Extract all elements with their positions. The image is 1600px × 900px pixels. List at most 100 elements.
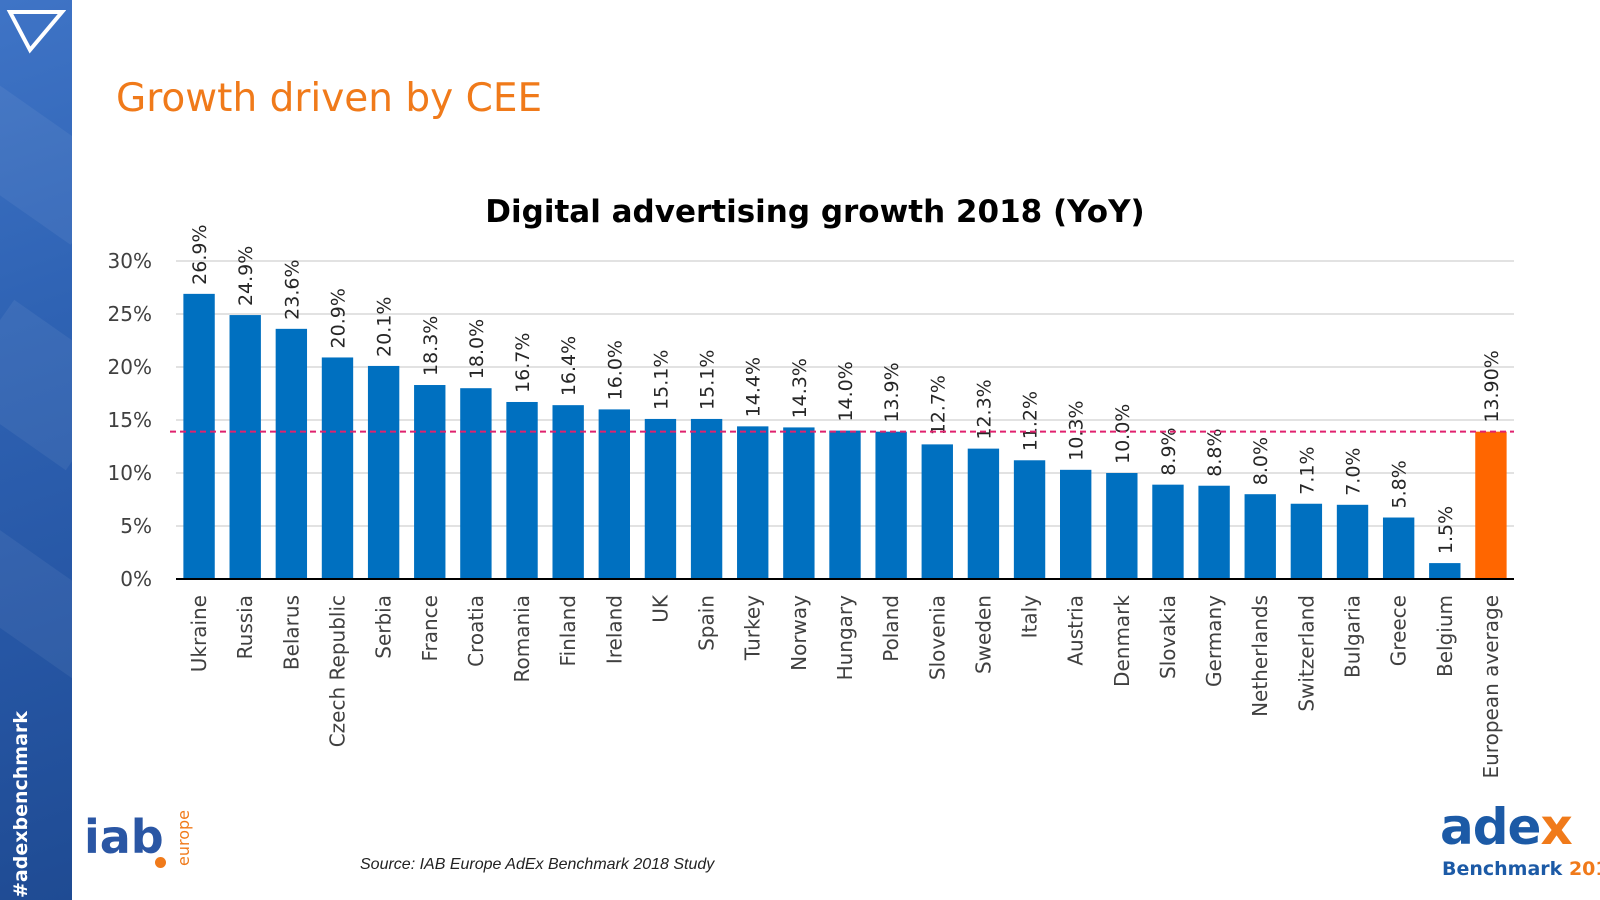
chart-title: Digital advertising growth 2018 (YoY) xyxy=(485,194,1144,230)
bar xyxy=(460,388,492,579)
x-tick-label: Ukraine xyxy=(187,595,211,672)
data-label: 24.9% xyxy=(235,246,257,306)
iab-europe-logo: iab europe xyxy=(84,810,193,882)
data-label: 18.3% xyxy=(420,316,442,376)
bar xyxy=(921,444,953,579)
bar xyxy=(1013,460,1046,579)
bar xyxy=(414,385,446,579)
bar xyxy=(229,315,261,579)
x-tick-label: Belarus xyxy=(279,595,303,670)
bar xyxy=(506,401,538,579)
data-label: 26.9% xyxy=(189,225,211,285)
bar xyxy=(367,365,400,579)
bar xyxy=(644,418,677,579)
x-tick-label: Norway xyxy=(787,595,811,671)
slide-title: Growth driven by CEE xyxy=(116,76,543,121)
adex-logo-word-accent: x xyxy=(1540,798,1572,856)
x-tick-label: Italy xyxy=(1018,595,1042,639)
bar xyxy=(321,357,354,579)
source-note: Source: IAB Europe AdEx Benchmark 2018 S… xyxy=(360,856,715,873)
x-tick-label: Spain xyxy=(695,595,719,651)
data-label: 5.8% xyxy=(1389,460,1411,508)
y-tick-label: 30% xyxy=(108,249,152,273)
bar xyxy=(967,448,1000,579)
data-label: 8.9% xyxy=(1158,427,1180,475)
data-label: 10.3% xyxy=(1066,400,1088,460)
data-label: 14.4% xyxy=(743,357,765,417)
bar xyxy=(598,409,630,579)
x-tick-label: Greece xyxy=(1387,595,1411,666)
x-tick-label: Romania xyxy=(510,595,534,682)
data-label: 1.5% xyxy=(1435,506,1457,554)
x-tick-label: UK xyxy=(648,594,672,623)
bar xyxy=(275,328,308,579)
triangle-logo-icon xyxy=(6,10,66,54)
data-label: 7.1% xyxy=(1296,446,1318,494)
x-tick-label: Switzerland xyxy=(1294,595,1318,712)
data-label: 13.90% xyxy=(1481,350,1503,422)
x-tick-label: Denmark xyxy=(1110,595,1134,687)
x-tick-label: Austria xyxy=(1064,595,1088,666)
iab-logo-text: iab xyxy=(84,810,164,864)
x-tick-label: Russia xyxy=(233,595,257,659)
adex-logo-subtitle: Benchmark 2018 xyxy=(1442,858,1600,880)
bar xyxy=(690,418,723,579)
iab-logo-dot xyxy=(155,857,166,868)
bar xyxy=(1198,485,1230,579)
y-tick-label: 10% xyxy=(108,461,152,485)
x-tick-label: Croatia xyxy=(464,595,488,667)
data-label: 20.1% xyxy=(374,297,396,357)
y-tick-label: 5% xyxy=(120,514,152,538)
x-tick-label: Poland xyxy=(879,595,903,662)
x-tick-label: Ireland xyxy=(602,595,626,664)
data-label: 13.9% xyxy=(881,362,903,422)
data-label: 16.7% xyxy=(512,333,534,393)
adex-logo-word-main: ade xyxy=(1440,798,1541,856)
data-label: 15.1% xyxy=(650,350,672,410)
data-label: 16.4% xyxy=(558,336,580,396)
data-label: 14.3% xyxy=(789,358,811,418)
bar xyxy=(829,430,861,579)
x-tick-label: Belgium xyxy=(1433,595,1457,677)
x-tick-label: Slovakia xyxy=(1156,595,1180,679)
data-label: 16.0% xyxy=(604,340,626,400)
adex-logo-year: 2018 xyxy=(1568,858,1600,880)
x-tick-label: European average xyxy=(1479,595,1503,779)
x-tick-label: Netherlands xyxy=(1248,595,1272,717)
bar xyxy=(737,426,769,579)
bar xyxy=(183,293,215,579)
iab-logo-subtext: europe xyxy=(174,810,193,866)
data-label: 11.2% xyxy=(1020,391,1042,451)
bar xyxy=(1429,563,1461,579)
bar xyxy=(552,405,584,579)
y-tick-label: 15% xyxy=(108,408,152,432)
adex-logo-sub-main: Benchmark xyxy=(1442,858,1569,880)
y-tick-label: 0% xyxy=(120,567,152,591)
data-label: 12.7% xyxy=(927,375,949,435)
bar xyxy=(1382,517,1415,579)
data-label: 8.8% xyxy=(1204,428,1226,476)
bar xyxy=(1475,431,1507,579)
bar xyxy=(783,427,815,579)
x-tick-label: Serbia xyxy=(372,595,396,659)
bar xyxy=(1290,503,1323,579)
bar xyxy=(1336,504,1369,579)
x-tick-label: Czech Republic xyxy=(325,595,349,747)
x-tick-label: Slovenia xyxy=(925,595,949,680)
data-label: 8.0% xyxy=(1250,437,1272,485)
x-tick-label: Hungary xyxy=(833,595,857,681)
data-label: 20.9% xyxy=(327,288,349,348)
x-tick-label: Germany xyxy=(1202,595,1226,687)
x-tick-label: France xyxy=(418,595,442,662)
data-label: 12.3% xyxy=(973,379,995,439)
sidebar: #adexbenchmark xyxy=(0,0,72,900)
adex-logo-word: adex xyxy=(1440,802,1573,852)
x-tick-label: Sweden xyxy=(971,595,995,674)
data-label: 18.0% xyxy=(466,319,488,379)
data-label: 7.0% xyxy=(1343,448,1365,496)
x-tick-label: Turkey xyxy=(741,595,765,661)
y-tick-label: 25% xyxy=(108,302,152,326)
bar xyxy=(1060,469,1092,579)
bar xyxy=(1106,473,1138,579)
